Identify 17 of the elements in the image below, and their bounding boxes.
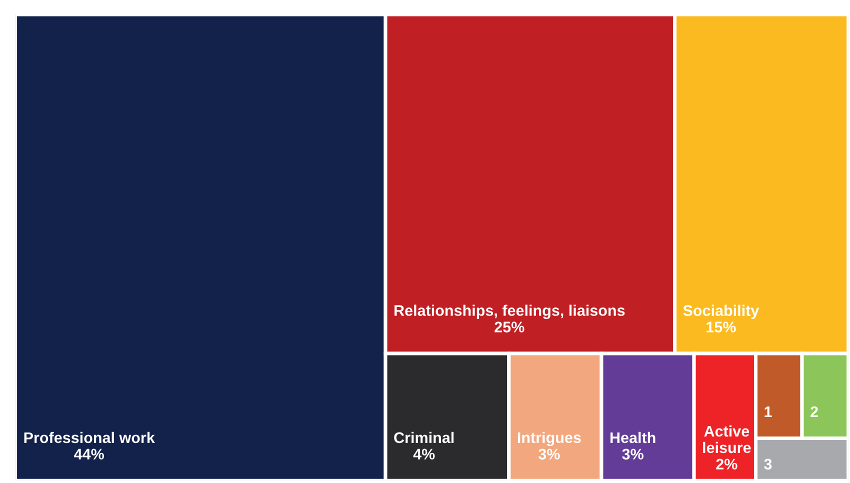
data-label: 25% — [494, 322, 524, 332]
data-label: 3% — [622, 448, 644, 460]
category-label: Criminal — [394, 432, 454, 444]
category-label: 2 — [810, 406, 818, 418]
category-label: Relationships, feelings, liaisons — [394, 304, 625, 320]
category-label: Active leisure — [703, 425, 751, 454]
data-label: 2% — [716, 458, 738, 470]
category-label: 3 — [764, 458, 772, 470]
data-label: 3% — [538, 448, 560, 460]
data-label: 15% — [706, 322, 736, 332]
category-label: 1 — [764, 406, 772, 418]
data-label: 44% — [74, 448, 104, 460]
category-label: Intrigues — [518, 432, 581, 446]
data-label: 4% — [413, 448, 435, 460]
category-label: Health — [610, 432, 656, 444]
category-label: Professional work — [24, 432, 155, 444]
category-label: Sociability — [683, 304, 760, 320]
